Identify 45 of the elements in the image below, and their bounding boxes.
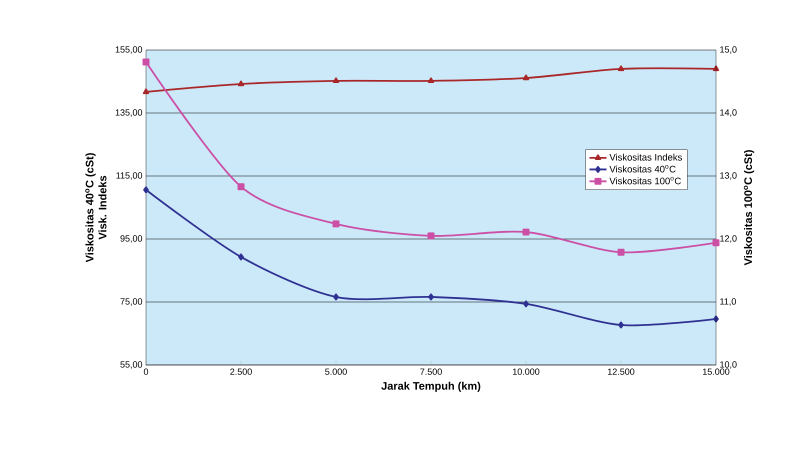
x-tick-label: 7.500 <box>420 368 442 375</box>
point <box>142 88 150 94</box>
point <box>333 293 339 300</box>
point <box>332 220 340 228</box>
legend-label: Viskositas 100$^{o}$C <box>609 176 681 184</box>
x-tick-label: 10.000 <box>512 368 540 375</box>
point <box>712 239 720 246</box>
y2-tick-label: 10,0 <box>720 361 737 369</box>
y2-axis-title: Viskositas 100$^{o}$C (cSt) <box>744 150 754 266</box>
point <box>618 65 624 72</box>
point <box>143 186 149 194</box>
x-tick-label: 2.500 <box>230 368 252 375</box>
y-tick-label: 115,00 <box>116 172 142 180</box>
point <box>142 58 150 66</box>
point <box>238 183 244 190</box>
y-tick-label: 55,00 <box>120 361 142 369</box>
y-tick-label: 75,00 <box>120 298 142 306</box>
y-tick-label: 155,00 <box>116 46 142 54</box>
legend-label: Viskositas 40$^{o}$C <box>609 165 676 172</box>
y2-tick-label: 12,0 <box>720 235 737 243</box>
point <box>523 300 529 308</box>
text: Visk. Indeks <box>98 176 106 240</box>
point <box>332 77 340 84</box>
x-tick-label: 15.000 <box>702 368 730 375</box>
point <box>522 74 530 80</box>
point <box>428 293 434 300</box>
y-axis-title: Viskositas 40$^{o}$C (cSt) <box>85 153 96 262</box>
y2-tick-label: 11,0 <box>720 298 736 306</box>
legend-label: Viskositas Indeks <box>609 154 682 161</box>
x-tick-label: 12.500 <box>608 368 634 375</box>
y-tick-label: 135,00 <box>116 109 142 117</box>
point <box>428 77 434 84</box>
x-axis-title: Jarak Tempuh (km) <box>381 382 480 392</box>
y-tick-label: 95,00 <box>120 235 142 243</box>
point <box>428 232 434 240</box>
point <box>618 248 624 256</box>
y2-tick-label: 15,0 <box>720 46 737 54</box>
point <box>238 253 244 260</box>
point <box>238 80 244 86</box>
y2-tick-label: 14,0 <box>720 109 737 117</box>
point <box>522 228 530 236</box>
x-tick-label: 0 <box>144 368 148 375</box>
y2-tick-label: 13,0 <box>720 172 737 180</box>
x-tick-label: 5.000 <box>325 368 347 375</box>
point <box>618 322 624 328</box>
